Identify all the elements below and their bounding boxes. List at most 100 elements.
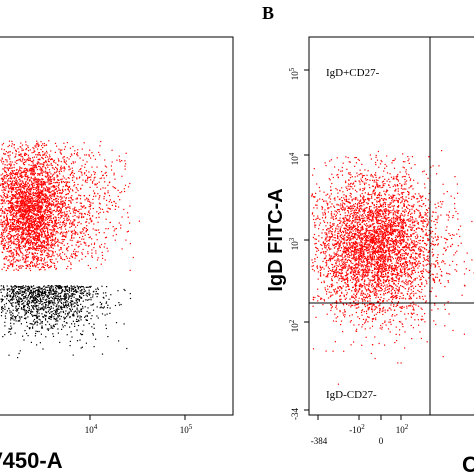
panel-a-red-dot: [12, 214, 14, 217]
panel-a-red-dot: [20, 237, 22, 239]
panel-a-black-dot: [36, 305, 38, 307]
panel-a-black-dot: [45, 291, 47, 293]
panel-a-red-dot: [38, 173, 40, 175]
panel-a-red-dot: [84, 199, 86, 201]
panel-a-red-dot: [22, 205, 24, 207]
panel-a-red-dot: [44, 209, 46, 212]
panel-a-red-dot: [5, 230, 7, 232]
panel-a-red-dot: [54, 265, 56, 267]
panel-a-red-dot: [26, 235, 28, 237]
panel-a-red-dot: [51, 225, 53, 227]
panel-a-red-dot: [27, 241, 29, 243]
panel-a-red-dot: [70, 163, 73, 165]
panel-a-red-dot: [103, 246, 105, 248]
panel-a-red-dot: [42, 211, 44, 213]
panel-a-red-dot: [34, 167, 36, 169]
panel-b-red-dot: [367, 277, 369, 280]
panel-a-red-dot: [39, 233, 41, 235]
panel-a-black-dot: [16, 310, 18, 312]
panel-a-red-dot: [3, 149, 5, 151]
panel-a-red-dot: [29, 247, 31, 249]
panel-a-plot-frame: [0, 36, 234, 416]
panel-a-red-dot: [60, 202, 62, 204]
panel-a-red-dot: [29, 188, 31, 190]
panel-a-black-dot: [49, 308, 51, 310]
panel-a-red-dot: [35, 227, 37, 229]
panel-a-red-dot: [34, 182, 36, 184]
panel-a-black-dot: [17, 285, 19, 288]
panel-a-red-dot: [47, 211, 49, 213]
panel-a-black-dot: [18, 320, 20, 322]
panel-a-black-dot: [92, 334, 94, 336]
panel-a-red-dot: [98, 181, 100, 183]
panel-a-red-dot: [74, 232, 76, 234]
panel-a-black-dot: [49, 287, 51, 289]
panel-a-red-dot: [69, 174, 72, 176]
panel-a-black-dot: [73, 306, 75, 308]
panel-a-red-dot: [44, 205, 47, 208]
panel-a-red-dot: [51, 236, 54, 238]
panel-a-red-dot: [74, 219, 76, 221]
panel-a-red-dot: [68, 181, 70, 183]
panel-a-red-dot: [17, 269, 19, 271]
panel-a-red-dot: [49, 159, 52, 161]
panel-a-red-dot: [60, 257, 62, 260]
panel-a-red-dot: [42, 223, 44, 226]
panel-a-red-dot: [10, 171, 12, 174]
panel-a-red-dot: [21, 171, 23, 173]
panel-a-red-dot: [24, 183, 26, 185]
panel-a-black-dot: [91, 326, 93, 328]
panel-a-red-dot: [72, 222, 74, 224]
panel-a-red-dot: [65, 198, 67, 200]
panel-a-red-dot: [9, 167, 11, 169]
panel-b-red-dot: [385, 286, 387, 288]
panel-a-red-dot: [51, 190, 53, 192]
panel-a-red-dot: [39, 259, 41, 261]
panel-a-red-dot: [13, 164, 15, 166]
panel-a-red-dot: [94, 229, 96, 231]
panel-a-black-dot: [85, 294, 87, 296]
panel-a-red-dot: [38, 234, 40, 236]
panel-a-black-dot: [15, 292, 17, 294]
panel-a-black-dot: [95, 293, 97, 295]
panel-a-red-dot: [45, 238, 47, 240]
panel-b-red-dot: [433, 220, 435, 222]
panel-a-red-dot: [1, 238, 3, 240]
panel-a-red-dot: [14, 182, 16, 184]
panel-a-red-dot: [51, 229, 53, 231]
panel-b-red-dot: [345, 156, 347, 158]
panel-a-red-dot: [24, 225, 26, 227]
panel-a-red-dot: [55, 211, 57, 213]
panel-a-red-dot: [36, 230, 38, 232]
panel-a-black-dot: [48, 298, 50, 300]
panel-a-red-dot: [9, 241, 11, 243]
panel-a-red-dot: [138, 220, 140, 222]
panel-a-red-dot: [31, 197, 33, 199]
panel-a-black-dot: [39, 302, 42, 304]
panel-a-red-dot: [7, 206, 9, 209]
panel-a-red-dot: [50, 162, 52, 164]
panel-a-red-dot: [15, 188, 17, 190]
panel-a-red-dot: [39, 166, 41, 168]
panel-a-black-dot: [11, 287, 13, 289]
panel-a-red-dot: [89, 267, 92, 270]
panel-a-red-dot: [55, 187, 57, 190]
panel-a-red-dot: [13, 218, 15, 221]
panel-a-black-dot: [129, 297, 132, 300]
panel-a-black-dot: [56, 308, 58, 310]
panel-a-red-dot: [55, 200, 57, 202]
panel-a-red-dot: [129, 182, 131, 185]
panel-a-red-dot: [47, 210, 49, 212]
panel-a-red-dot: [44, 262, 46, 264]
panel-a-red-dot: [111, 161, 113, 163]
panel-a-red-dot: [3, 212, 5, 214]
panel-a-red-dot: [12, 242, 15, 244]
panel-a-red-dot: [55, 220, 57, 222]
panel-a-black-dot: [35, 330, 37, 332]
panel-b-red-dot: [336, 265, 338, 267]
panel-a-red-dot: [73, 181, 75, 183]
panel-a-red-dot: [58, 185, 60, 187]
panel-a-red-dot: [15, 261, 17, 263]
panel-a-red-dot: [41, 184, 43, 186]
panel-a-red-dot: [29, 207, 31, 209]
